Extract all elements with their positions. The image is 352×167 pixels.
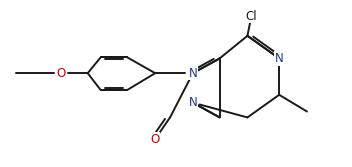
Text: N: N (188, 67, 197, 80)
Text: Cl: Cl (246, 10, 257, 23)
Text: N: N (275, 52, 284, 65)
Text: O: O (151, 133, 160, 146)
Text: O: O (56, 67, 65, 80)
Text: N: N (188, 96, 197, 109)
